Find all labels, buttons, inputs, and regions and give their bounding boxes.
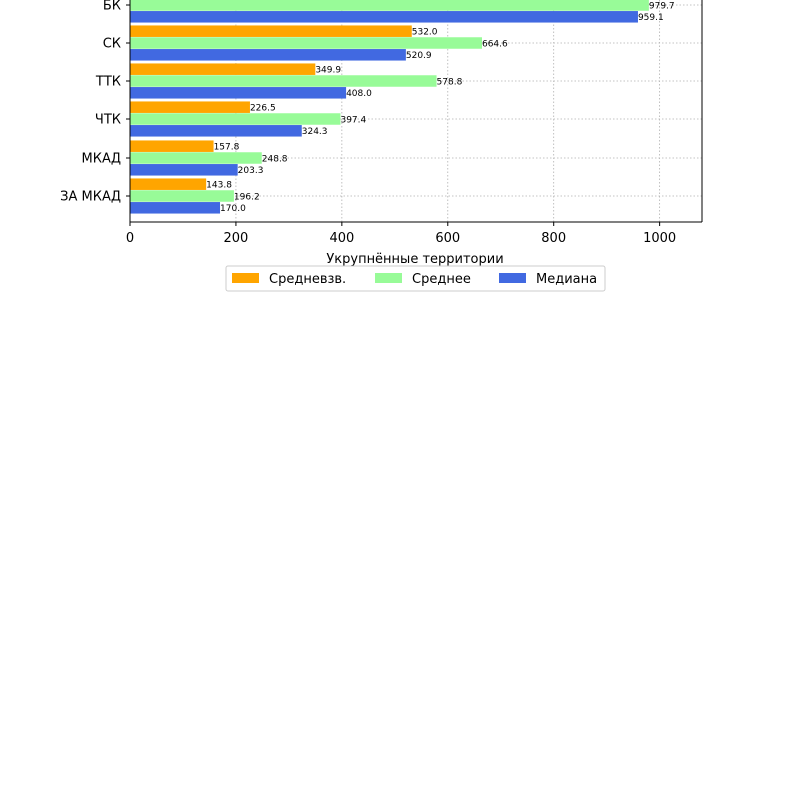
data-label: 397.4 [340,115,366,125]
data-label: 520.9 [406,51,432,61]
bar [130,164,238,176]
legend-swatch [375,273,402,283]
data-label: 979.7 [649,1,675,11]
bar [130,178,207,190]
legend-frame [225,265,606,292]
bar [130,63,316,75]
legend-label: Медиана [536,272,597,287]
y-tick-label: БК [103,0,121,14]
legend-label: Среднее [412,272,471,287]
data-label: 196.2 [234,192,260,202]
y-tick-label: МКАД [82,152,122,167]
bar [130,202,221,214]
data-label: 408.0 [346,89,372,99]
y-tick-label: ЗА МКАД [60,190,121,205]
bar [130,49,406,61]
data-label: 324.3 [302,127,328,137]
bar [130,87,347,99]
data-label: 170.0 [220,204,246,214]
x-tick-label: 600 [435,231,460,246]
x-axis-title: Укрупнённые территории [326,252,503,267]
data-label: 664.6 [482,39,508,49]
bar [130,0,649,11]
data-label: 203.3 [238,166,264,176]
data-label: 959.1 [638,13,664,23]
legend-label: Средневзв. [269,272,346,287]
bar [130,113,341,125]
data-label: 226.5 [250,104,276,114]
data-label: 532.0 [412,28,438,38]
y-tick-label: ЧТК [95,113,121,128]
data-label: 157.8 [214,143,240,153]
legend: Средневзв. Среднее Медиана [225,265,606,292]
x-tick-label: 800 [541,231,566,246]
axes: 0 200 400 600 800 1000 БК СК ТТК ЧТК МКАД ЗА МКАД [60,0,703,246]
x-tick-label: 200 [224,231,249,246]
bar [130,125,302,137]
data-label: 349.9 [315,66,341,76]
data-label: 578.8 [437,77,463,87]
bar [130,152,262,164]
bars [130,0,649,214]
bar [130,75,437,87]
bar [130,25,412,37]
bar [130,190,234,202]
data-labels: 532.0 349.9 226.5 157.8 143.8 979.7 664.6 578.8… [206,1,674,214]
bar [130,37,482,49]
bar [130,101,250,113]
data-label: 143.8 [206,181,232,191]
legend-swatch [232,273,259,283]
data-label: 248.8 [262,154,288,164]
bar [130,140,214,152]
y-tick-label: СК [103,37,121,52]
legend-swatch [499,273,526,283]
x-tick-label: 400 [329,231,354,246]
y-tick-label: ТТК [95,75,121,90]
x-tick-label: 0 [126,231,134,246]
x-tick-label: 1000 [643,231,676,246]
bar [130,11,638,23]
